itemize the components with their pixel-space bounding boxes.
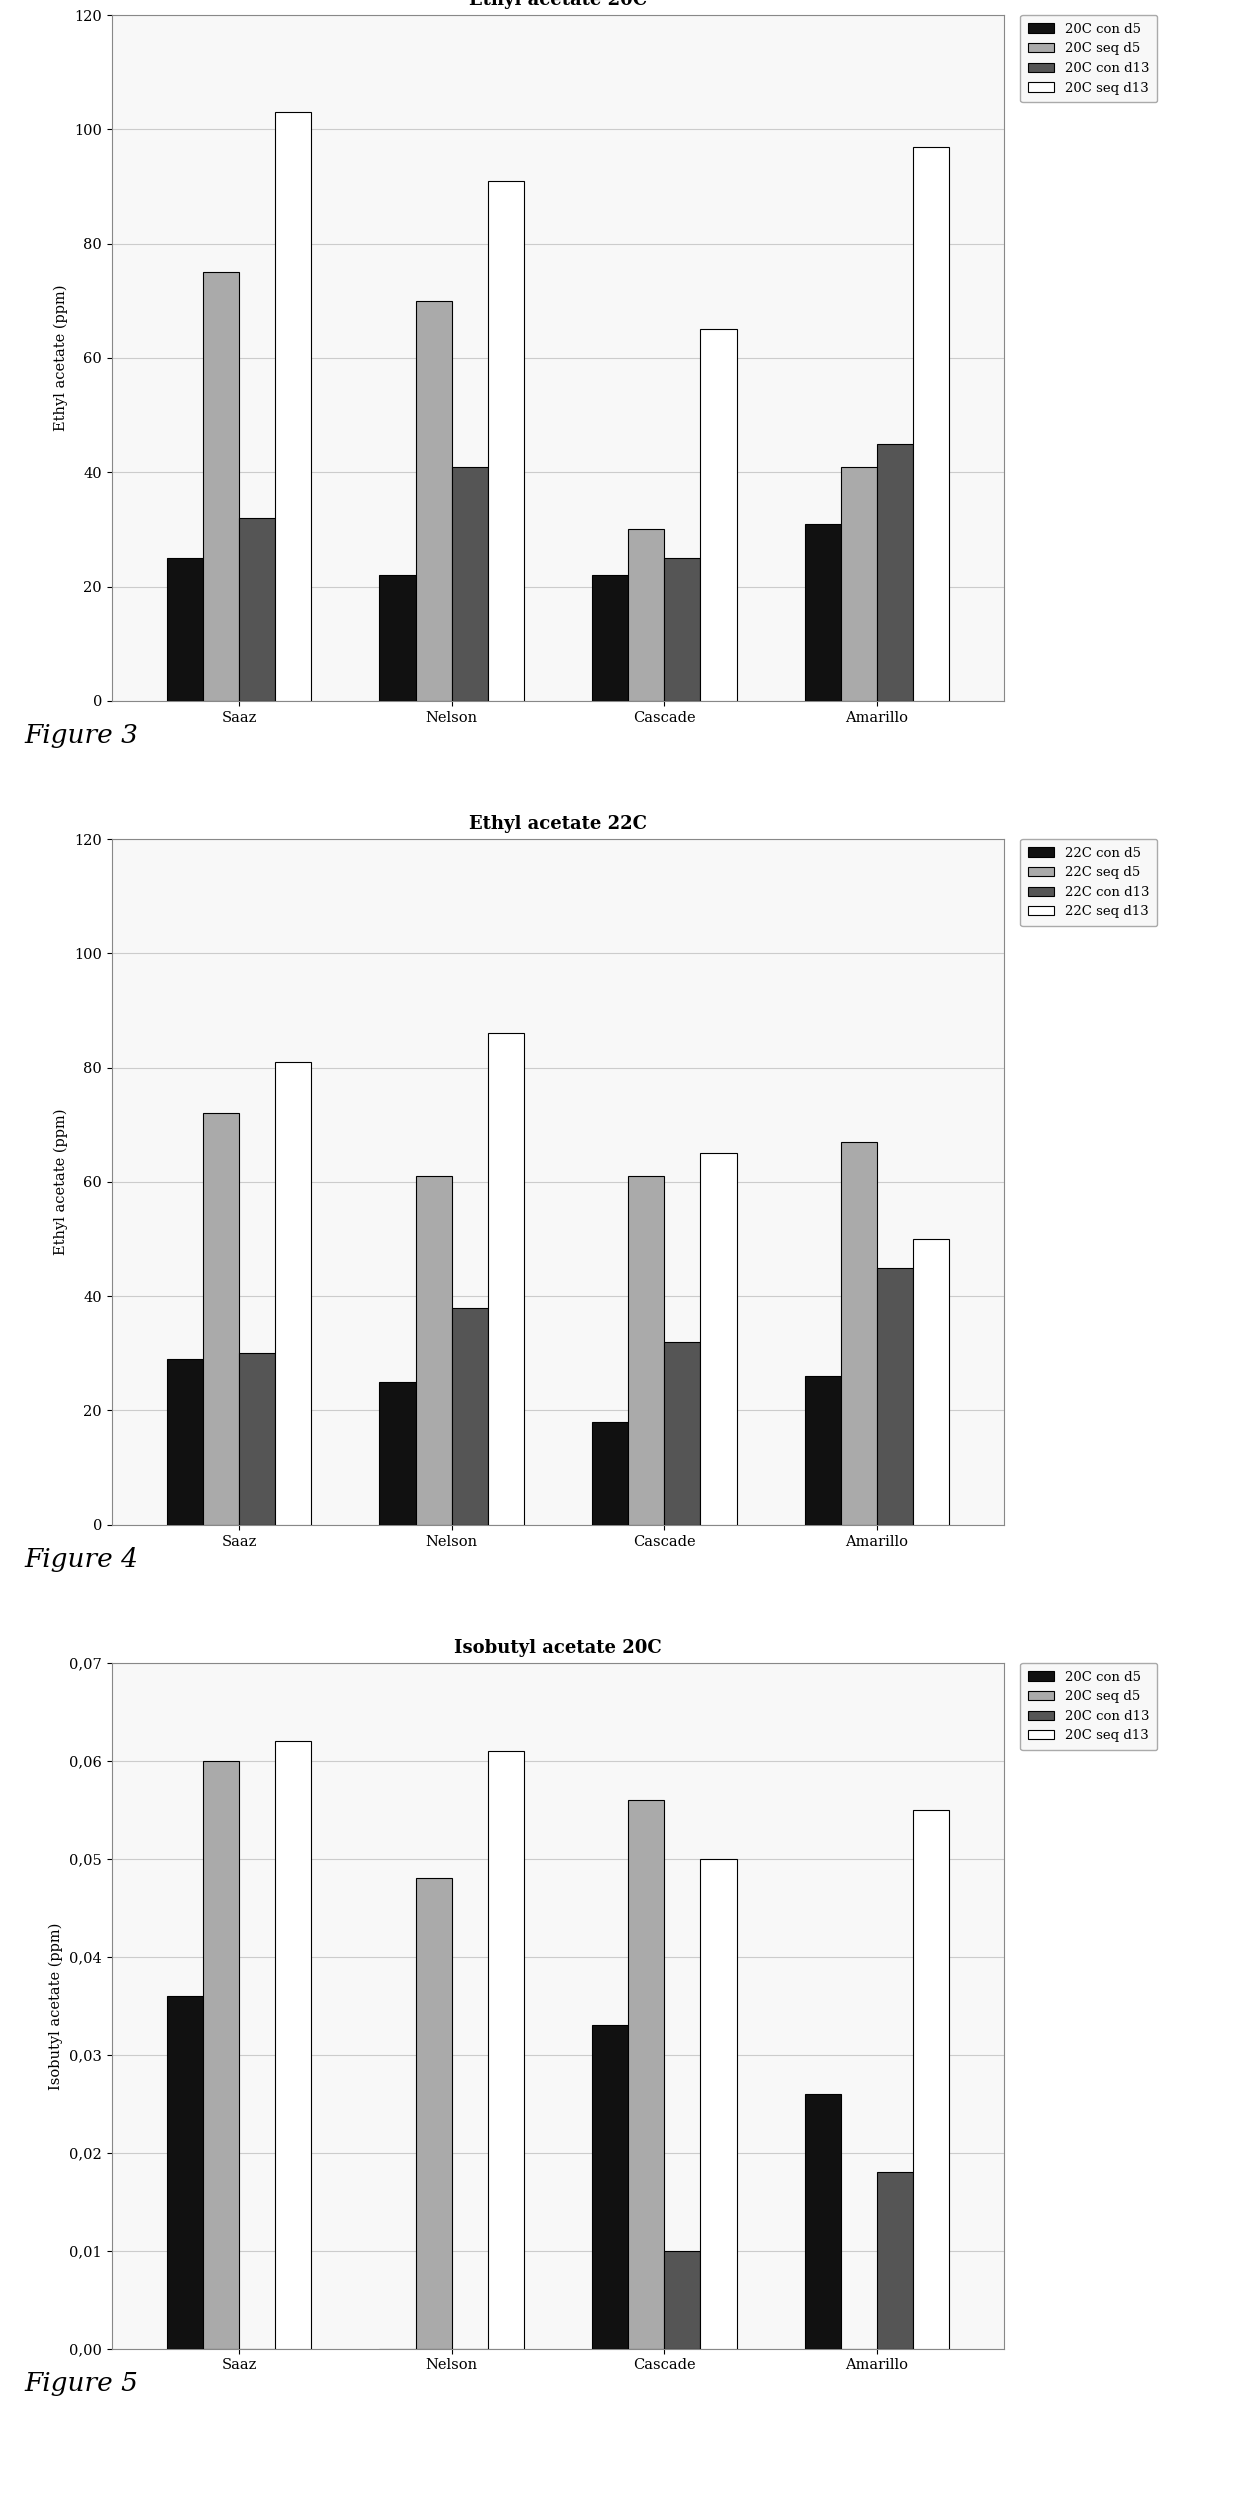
Bar [629,1801,665,2349]
Title: Ethyl acetate 22C: Ethyl acetate 22C [469,816,647,834]
Bar [487,1032,525,1525]
Bar [167,1997,203,2349]
Bar [275,1741,311,2349]
Bar [451,467,487,701]
Bar [805,1377,841,1525]
Bar [415,1176,451,1525]
Bar [591,2025,629,2349]
Bar [415,1879,451,2349]
Bar [701,329,737,701]
Bar [239,1354,275,1525]
Bar [379,575,415,701]
Bar [913,1809,949,2349]
Bar [913,1238,949,1525]
Y-axis label: Isobutyl acetate (ppm): Isobutyl acetate (ppm) [50,1922,63,2090]
Bar [487,1751,525,2349]
Bar [487,181,525,701]
Legend: 22C con d5, 22C seq d5, 22C con d13, 22C seq d13: 22C con d5, 22C seq d5, 22C con d13, 22C… [1021,839,1157,927]
Bar [877,445,913,701]
Bar [701,1153,737,1525]
Bar [877,1269,913,1525]
Bar [841,1143,877,1525]
Title: Ethyl acetate 20C: Ethyl acetate 20C [469,0,647,10]
Bar [841,467,877,701]
Y-axis label: Ethyl acetate (ppm): Ethyl acetate (ppm) [55,284,68,432]
Bar [805,2095,841,2349]
Bar [629,1176,665,1525]
Text: Figure 5: Figure 5 [25,2371,139,2396]
Bar [877,2173,913,2349]
Bar [379,1382,415,1525]
Bar [665,2251,701,2349]
Bar [415,301,451,701]
Title: Isobutyl acetate 20C: Isobutyl acetate 20C [454,1640,662,1658]
Text: Figure 4: Figure 4 [25,1547,139,1573]
Y-axis label: Ethyl acetate (ppm): Ethyl acetate (ppm) [55,1108,68,1256]
Bar [591,1422,629,1525]
Legend: 20C con d5, 20C seq d5, 20C con d13, 20C seq d13: 20C con d5, 20C seq d5, 20C con d13, 20C… [1021,15,1157,103]
Bar [591,575,629,701]
Bar [167,558,203,701]
Bar [805,522,841,701]
Legend: 20C con d5, 20C seq d5, 20C con d13, 20C seq d13: 20C con d5, 20C seq d5, 20C con d13, 20C… [1021,1663,1157,1751]
Bar [239,517,275,701]
Bar [451,1309,487,1525]
Bar [167,1359,203,1525]
Bar [665,1341,701,1525]
Bar [275,113,311,701]
Bar [203,1761,239,2349]
Bar [701,1859,737,2349]
Bar [203,271,239,701]
Bar [629,530,665,701]
Text: Figure 3: Figure 3 [25,723,139,749]
Bar [665,558,701,701]
Bar [203,1113,239,1525]
Bar [275,1063,311,1525]
Bar [913,146,949,701]
